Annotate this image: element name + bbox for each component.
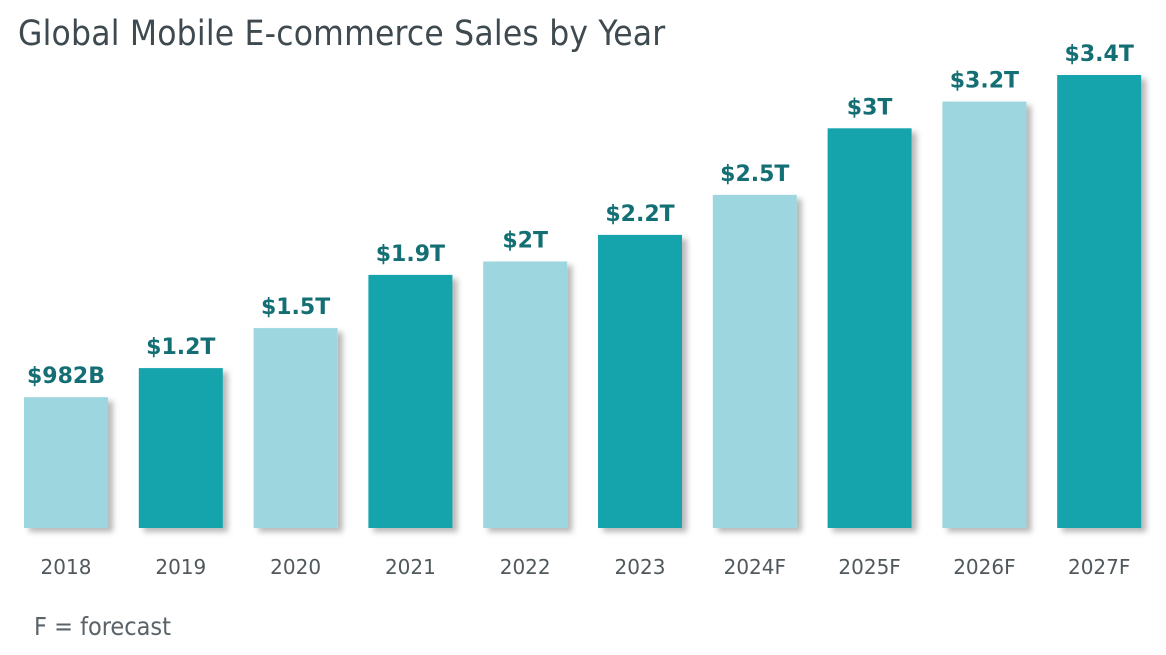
value-label-2021: $1.9T — [376, 242, 445, 267]
bar-2024F — [712, 194, 797, 528]
value-label-2023: $2.2T — [605, 202, 674, 227]
category-label-2018: 2018 — [41, 555, 92, 579]
category-label-2024F: 2024F — [724, 555, 786, 579]
category-label-2027F: 2027F — [1068, 555, 1130, 579]
value-label-2026F: $3.2T — [950, 69, 1019, 94]
category-label-2023: 2023 — [615, 555, 666, 579]
value-label-2022: $2T — [502, 229, 548, 254]
bar-2018 — [24, 397, 108, 528]
bar-2025F — [827, 128, 912, 529]
bar-2026F — [942, 101, 1027, 528]
value-label-2024F: $2.5T — [720, 162, 789, 187]
category-label-2019: 2019 — [155, 555, 206, 579]
value-label-2018: $982B — [27, 364, 105, 389]
category-labels-group: 2018 2019 2020 2021 2022 2023 2024F 2025F 2026F 2… — [41, 555, 1131, 579]
value-label-2025F: $3T — [847, 95, 893, 120]
bars-group — [24, 75, 1142, 529]
category-label-2025F: 2025F — [838, 555, 900, 579]
value-label-2027F: $3.4T — [1065, 42, 1134, 67]
value-labels-group: $982B $1.2T $1.5T $1.9T $2T $2.2T $2.5T $3T $3.2… — [27, 42, 1134, 389]
category-label-2022: 2022 — [500, 555, 551, 579]
category-label-2020: 2020 — [270, 555, 321, 579]
category-label-2026F: 2026F — [953, 555, 1015, 579]
forecast-footnote: F = forecast — [34, 612, 171, 641]
bar-2021 — [368, 274, 453, 528]
value-label-2019: $1.2T — [146, 335, 215, 360]
bar-2019 — [138, 368, 223, 528]
chart-title: Global Mobile E-commerce Sales by Year — [18, 14, 666, 54]
category-label-2021: 2021 — [385, 555, 436, 579]
value-label-2020: $1.5T — [261, 295, 330, 320]
bar-2023 — [598, 234, 682, 528]
bar-2022 — [483, 261, 568, 528]
bar-2027F — [1057, 75, 1142, 528]
bar-2020 — [253, 328, 338, 528]
